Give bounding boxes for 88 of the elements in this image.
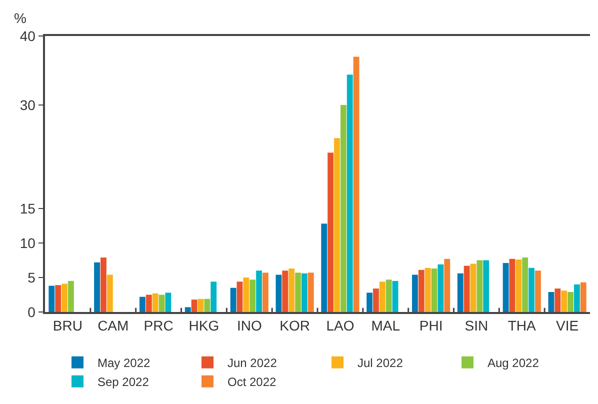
bar <box>373 288 379 312</box>
x-tick-label: MAL <box>371 318 400 334</box>
bar <box>158 294 165 312</box>
bar <box>457 273 464 312</box>
x-tick-label: VIE <box>556 318 579 334</box>
bar <box>366 292 372 312</box>
bar <box>554 288 561 312</box>
bar <box>580 282 586 312</box>
bar <box>94 262 100 312</box>
x-tick-label: KOR <box>280 318 310 334</box>
x-tick-label: CAM <box>98 318 129 334</box>
bar <box>392 280 398 312</box>
bar <box>340 105 346 312</box>
y-axis-title: % <box>14 10 26 26</box>
bar <box>295 272 301 312</box>
bar <box>574 284 580 312</box>
bar <box>165 292 172 312</box>
bar <box>243 278 250 312</box>
bar <box>140 296 146 312</box>
bar <box>321 224 328 312</box>
bar <box>210 282 217 312</box>
bar <box>561 290 568 312</box>
legend-label: Jun 2022 <box>228 356 278 370</box>
bar <box>476 260 483 312</box>
y-tick-label: 15 <box>20 200 36 216</box>
x-tick-label: THA <box>508 318 537 334</box>
x-tick-label: BRU <box>52 318 82 334</box>
bar <box>204 298 210 312</box>
y-tick-label: 5 <box>28 269 36 286</box>
x-tick-label: LAO <box>326 318 354 334</box>
bar <box>464 266 470 312</box>
bar <box>230 288 236 312</box>
bar <box>68 280 74 312</box>
bar <box>418 270 424 312</box>
y-tick-label: 30 <box>20 96 36 113</box>
bar <box>509 258 516 312</box>
y-tick-label: 40 <box>20 28 36 44</box>
legend-label: May 2022 <box>98 356 151 370</box>
bar <box>198 298 204 312</box>
legend-label: Jul 2022 <box>358 356 404 370</box>
bar <box>568 292 574 312</box>
bar <box>346 74 353 312</box>
bar <box>502 263 509 312</box>
bar <box>276 274 282 312</box>
legend-label: Oct 2022 <box>228 375 277 390</box>
y-tick-label: 0 <box>28 304 36 320</box>
legend-label: Sep 2022 <box>98 375 150 390</box>
bar <box>62 284 68 312</box>
bar <box>106 274 113 312</box>
bar <box>256 270 262 312</box>
bar <box>444 258 450 312</box>
bar <box>353 56 360 312</box>
bar <box>516 260 522 312</box>
bar <box>483 260 490 312</box>
bar <box>548 292 554 312</box>
x-tick-label: PHI <box>419 318 443 334</box>
bar <box>431 268 438 312</box>
bar <box>424 268 431 312</box>
bar <box>184 307 191 312</box>
bar <box>412 274 418 312</box>
bar <box>191 300 198 312</box>
bar <box>48 286 55 312</box>
x-tick-label: INO <box>236 318 262 334</box>
bar <box>528 268 534 312</box>
x-tick-label: HKG <box>188 318 220 334</box>
legend-label: Aug 2022 <box>488 356 540 370</box>
bar <box>250 280 256 312</box>
y-tick-label: 10 <box>20 234 36 251</box>
bar <box>282 270 288 312</box>
bar <box>55 285 62 312</box>
bar <box>262 272 268 312</box>
bar <box>379 282 386 312</box>
bar <box>522 257 528 312</box>
bar <box>308 272 314 312</box>
bar <box>152 293 158 312</box>
bar <box>146 294 152 312</box>
bar <box>386 280 392 312</box>
bar <box>236 282 243 312</box>
bar <box>328 152 334 312</box>
x-tick-label: SIN <box>464 318 488 334</box>
bar <box>470 264 476 312</box>
x-tick-label: PRC <box>144 318 174 334</box>
bar <box>301 273 308 312</box>
bar <box>535 270 541 312</box>
bar <box>100 257 106 312</box>
bar <box>288 268 295 312</box>
bar <box>334 138 340 312</box>
bar <box>438 264 444 312</box>
